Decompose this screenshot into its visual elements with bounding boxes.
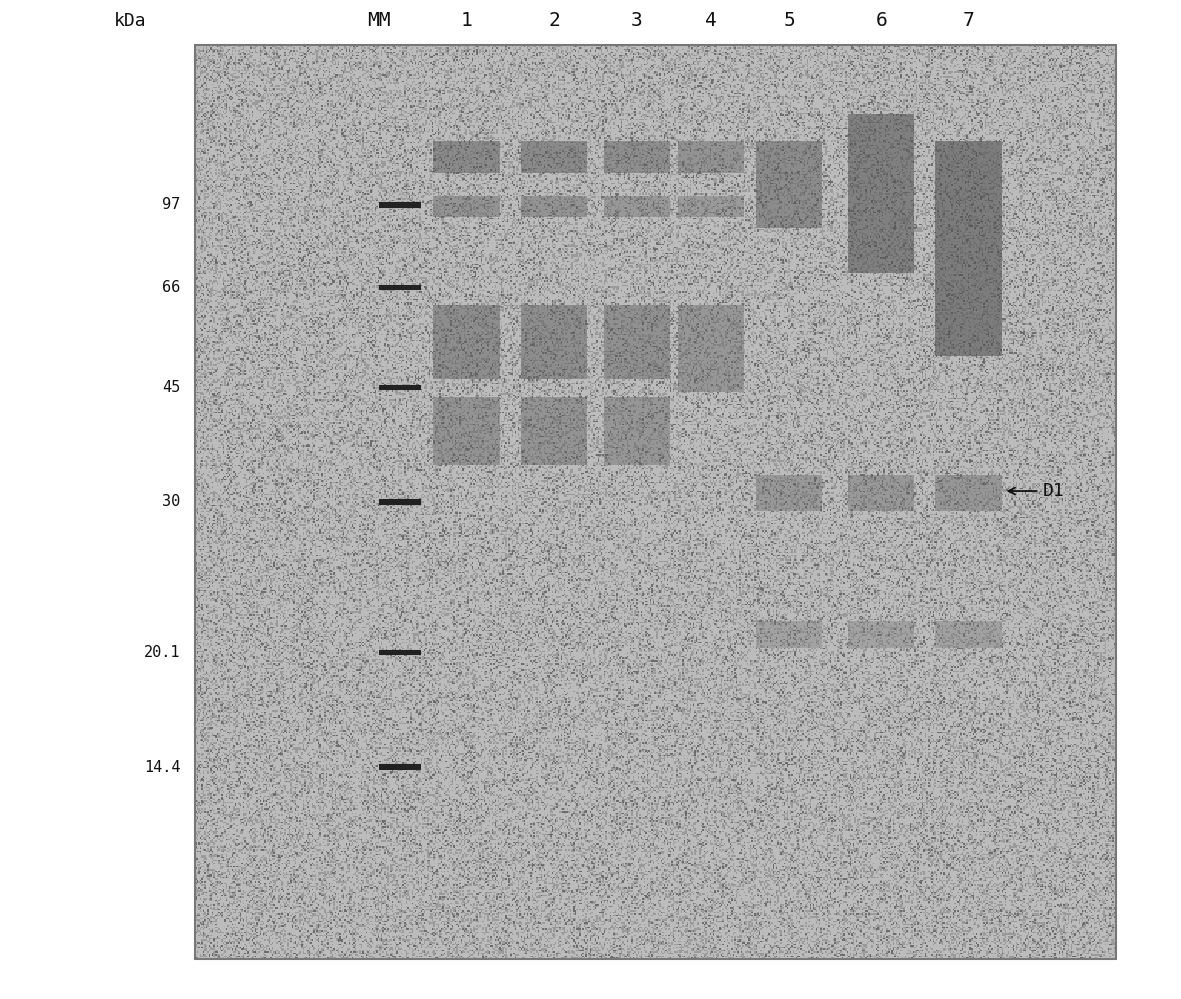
Text: 7: 7: [963, 11, 974, 30]
Bar: [678, 196, 744, 217]
Bar: [603, 196, 670, 217]
Bar: [195, 45, 1116, 959]
Bar: [935, 620, 1001, 648]
Bar: [603, 397, 670, 466]
Bar: [678, 306, 744, 393]
Bar: [521, 141, 587, 173]
Bar: [935, 475, 1001, 511]
Bar: [756, 620, 822, 648]
Bar: [603, 306, 670, 379]
Bar: [603, 196, 670, 217]
Bar: [521, 141, 587, 173]
Bar: [935, 475, 1001, 511]
Text: 5: 5: [783, 11, 795, 30]
Bar: [521, 306, 587, 379]
Bar: [678, 141, 744, 173]
Bar: [935, 141, 1001, 356]
Bar: [848, 620, 914, 648]
Bar: [521, 397, 587, 466]
Bar: [848, 114, 914, 274]
Bar: [848, 620, 914, 648]
Bar: [433, 141, 500, 173]
Text: kDa: kDa: [113, 12, 146, 30]
Text: 97: 97: [163, 198, 181, 213]
Text: 3: 3: [631, 11, 642, 30]
Bar: [433, 196, 500, 217]
Bar: [603, 306, 670, 379]
Text: D1: D1: [1009, 483, 1064, 500]
Bar: [756, 475, 822, 511]
Bar: [678, 196, 744, 217]
Bar: [848, 475, 914, 511]
Bar: [433, 306, 500, 379]
Bar: [433, 397, 500, 466]
Text: 66: 66: [163, 280, 181, 295]
Bar: [521, 196, 587, 217]
Text: 30: 30: [163, 495, 181, 509]
Bar: [521, 196, 587, 217]
Bar: [521, 306, 587, 379]
Text: 2: 2: [548, 11, 560, 30]
Bar: [603, 397, 670, 466]
Text: 1: 1: [461, 11, 472, 30]
Bar: [756, 141, 822, 228]
Bar: [433, 196, 500, 217]
Bar: [756, 620, 822, 648]
Text: 45: 45: [163, 381, 181, 396]
Bar: [848, 475, 914, 511]
Text: 14.4: 14.4: [144, 759, 181, 774]
Text: 6: 6: [875, 11, 887, 30]
Bar: [935, 620, 1001, 648]
Bar: [433, 306, 500, 379]
Text: 4: 4: [705, 11, 717, 30]
Bar: [603, 141, 670, 173]
Bar: [603, 141, 670, 173]
Bar: [935, 141, 1001, 356]
Bar: [678, 141, 744, 173]
Bar: [756, 141, 822, 228]
Bar: [678, 306, 744, 393]
Bar: [433, 397, 500, 466]
Text: 20.1: 20.1: [144, 645, 181, 660]
Bar: [848, 114, 914, 274]
Bar: [433, 141, 500, 173]
Bar: [756, 475, 822, 511]
Bar: [521, 397, 587, 466]
Text: MM: MM: [367, 11, 391, 30]
